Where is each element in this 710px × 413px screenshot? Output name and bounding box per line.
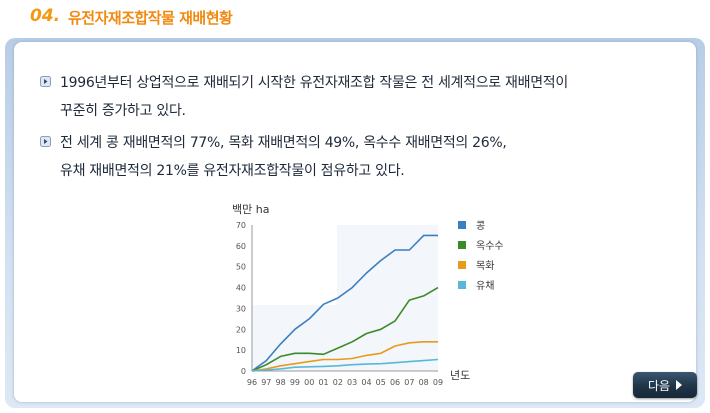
series-line-2 xyxy=(251,341,438,372)
legend-label-3: 유채 xyxy=(476,280,494,292)
y-tick-label: 0 xyxy=(241,367,246,376)
x-tick-label: 02 xyxy=(333,378,343,387)
y-tick-label: 10 xyxy=(236,346,246,355)
y-tick-label: 50 xyxy=(236,263,246,272)
y-axis-label: 백만 ha xyxy=(232,203,269,216)
legend-label-1: 옥수수 xyxy=(476,240,504,252)
x-tick-label: 06 xyxy=(390,378,400,387)
x-tick-label: 00 xyxy=(304,378,314,387)
title-bar: 04. 유전자재조합작물 재배현황 xyxy=(0,0,710,32)
x-tick-label: 09 xyxy=(433,378,443,387)
x-tick-label: 04 xyxy=(361,378,371,387)
x-tick-label: 05 xyxy=(376,378,386,387)
page-title: 유전자재조합작물 재배현황 xyxy=(68,9,233,27)
paragraph-2-line-2: 유채 재배면적의 21%를 유전자재조합작물이 점유하고 있다. xyxy=(60,163,405,179)
play-arrow-icon xyxy=(676,380,683,390)
legend-swatch-2 xyxy=(458,261,466,269)
bullet-icon xyxy=(40,76,51,87)
x-tick-label: 01 xyxy=(318,378,328,387)
plot-area-highlight xyxy=(252,225,337,305)
y-tick-label: 40 xyxy=(236,284,246,293)
legend-swatch-1 xyxy=(458,241,466,249)
section-number: 04. xyxy=(30,6,61,26)
bullet-icon xyxy=(40,136,51,147)
x-axis-label: 년도 xyxy=(450,369,470,382)
paragraph-1-line-1: 1996년부터 상업적으로 재배되기 시작한 유전자재조합 작물은 전 세계적으… xyxy=(60,75,568,91)
series-line-1 xyxy=(251,286,439,372)
x-tick-label: 03 xyxy=(347,378,357,387)
legend-label-2: 목화 xyxy=(476,260,494,272)
x-tick-label: 96 xyxy=(247,378,257,387)
y-tick-label: 30 xyxy=(236,304,246,313)
gm-crop-area-line-chart: 0 10 20 30 40 50 60 70 96 97 98 99 00 01 02 03 04 05 06 07… xyxy=(232,203,504,387)
series-line-0 xyxy=(251,234,438,372)
x-tick-label: 97 xyxy=(261,378,271,387)
series-line-3 xyxy=(251,358,439,372)
next-button[interactable]: 다음 xyxy=(633,372,697,398)
legend-swatch-3 xyxy=(458,281,466,289)
x-tick-label: 08 xyxy=(419,378,429,387)
x-tick-label: 07 xyxy=(404,378,414,387)
x-tick-label: 99 xyxy=(290,378,300,387)
y-tick-label: 70 xyxy=(236,221,246,230)
legend-swatch-0 xyxy=(458,221,466,229)
paragraph-2-line-1: 전 세계 콩 재배면적의 77%, 목화 재배면적의 49%, 옥수수 재배면적… xyxy=(60,135,507,151)
next-button-label: 다음 xyxy=(647,378,671,393)
x-tick-label: 98 xyxy=(276,378,286,387)
y-tick-label: 60 xyxy=(236,242,246,251)
y-tick-label: 20 xyxy=(236,325,246,334)
legend-label-0: 콩 xyxy=(476,220,485,232)
paragraph-1-line-2: 꾸준히 증가하고 있다. xyxy=(60,103,186,119)
